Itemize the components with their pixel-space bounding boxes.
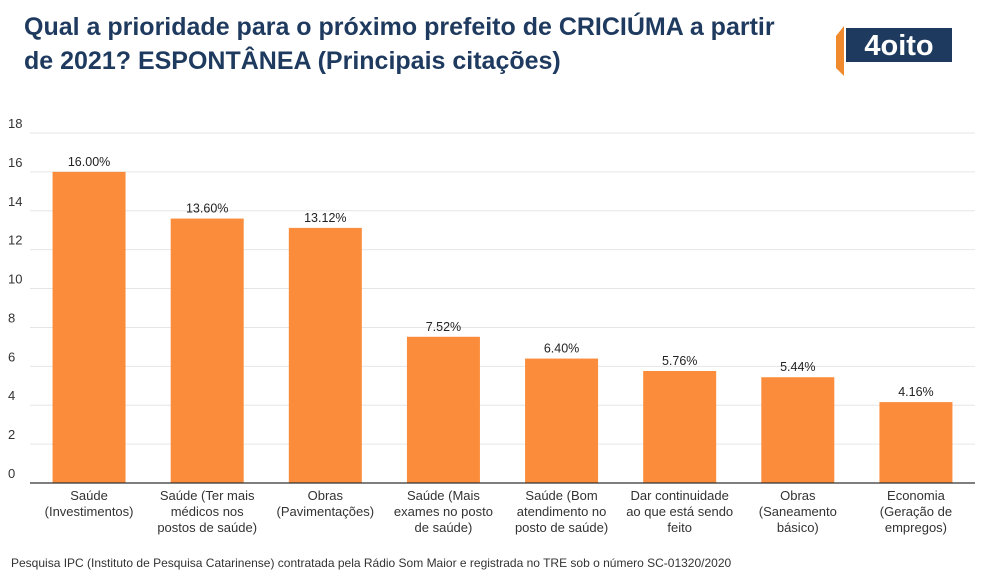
x-tick-label: (Saneamento <box>759 504 837 519</box>
data-label: 6.40% <box>544 342 579 356</box>
y-tick-label: 16 <box>8 155 22 170</box>
y-tick-label: 6 <box>8 349 15 364</box>
y-tick-label: 2 <box>8 427 15 442</box>
x-tick-label: Dar continuidade <box>631 488 729 503</box>
x-tick-label: Economia <box>887 488 946 503</box>
x-tick-label: postos de saúde) <box>157 520 257 535</box>
x-tick-label: posto de saúde) <box>515 520 608 535</box>
x-tick-label: médicos nos <box>171 504 244 519</box>
x-tick-label: básico) <box>777 520 819 535</box>
x-tick-label: Saúde (Mais <box>407 488 480 503</box>
data-label: 7.52% <box>426 320 461 334</box>
x-tick-label: feito <box>667 520 692 535</box>
x-tick-label: Saúde (Ter mais <box>160 488 255 503</box>
brand-logo: 4oito <box>836 26 952 76</box>
data-label: 13.12% <box>304 211 346 225</box>
y-tick-label: 4 <box>8 388 15 403</box>
logo-navy-box <box>846 28 952 62</box>
x-tick-label: (Geração de <box>880 504 952 519</box>
y-tick-label: 8 <box>8 310 15 325</box>
data-label: 5.76% <box>662 354 697 368</box>
x-tick-label: exames no posto <box>394 504 493 519</box>
bar <box>406 336 480 483</box>
source-note: Pesquisa IPC (Instituto de Pesquisa Cata… <box>11 556 732 570</box>
bar <box>761 377 835 483</box>
bar <box>525 358 599 483</box>
bar <box>170 218 244 484</box>
x-tick-label: Obras <box>780 488 816 503</box>
x-tick-label: de saúde) <box>415 520 473 535</box>
bar <box>52 171 126 483</box>
logo-orange-shape <box>836 26 844 76</box>
y-tick-label: 12 <box>8 233 22 248</box>
x-tick-label: (Investimentos) <box>45 504 134 519</box>
x-tick-label: Obras <box>308 488 344 503</box>
y-tick-label: 0 <box>8 466 15 481</box>
bar-chart: 0 2 4 6 8 10 12 14 16 18 16.00% Saúde(Investimentos… <box>8 116 975 535</box>
x-tick-label: (Pavimentações) <box>277 504 375 519</box>
data-label: 5.44% <box>780 360 815 374</box>
y-tick-label: 10 <box>8 272 22 287</box>
x-tick-label: Saúde (Bom <box>525 488 597 503</box>
y-tick-label: 14 <box>8 194 22 209</box>
y-tick-label: 18 <box>8 116 22 131</box>
bar <box>288 227 362 483</box>
bar <box>643 371 717 483</box>
x-tick-label: Saúde <box>70 488 108 503</box>
logo-text: 4oito <box>864 30 933 62</box>
data-label: 16.00% <box>68 155 110 169</box>
x-tick-label: empregos) <box>885 520 947 535</box>
x-tick-label: ao que está sendo <box>626 504 733 519</box>
data-label: 13.60% <box>186 202 228 216</box>
chart-title: Qual a prioridade para o próximo prefeit… <box>24 13 775 75</box>
bar <box>879 402 953 483</box>
x-tick-label: atendimento no <box>517 504 607 519</box>
data-label: 4.16% <box>898 385 933 399</box>
